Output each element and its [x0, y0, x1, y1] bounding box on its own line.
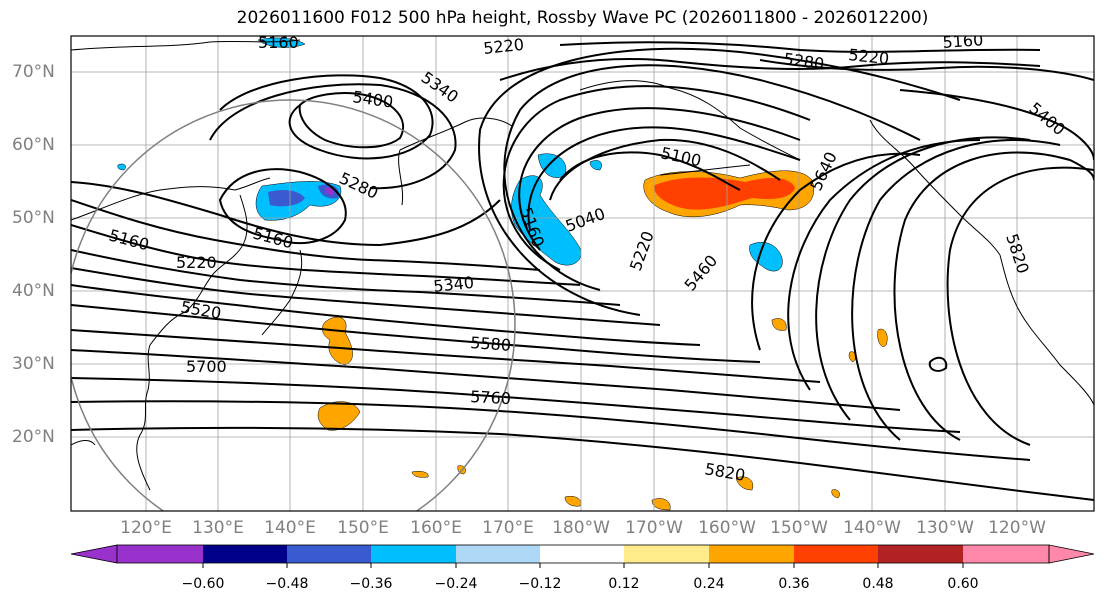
- colorbar-segment: [794, 545, 878, 563]
- latitude-label: 70°N: [12, 62, 55, 82]
- longitude-label: 150°W: [770, 518, 828, 538]
- longitude-label: 130°E: [192, 518, 244, 538]
- colorbar-segment: [203, 545, 287, 563]
- longitude-label: 120°E: [120, 518, 172, 538]
- longitude-label: 130°W: [916, 518, 974, 538]
- latitude-label: 50°N: [12, 208, 55, 228]
- height-contours: [71, 41, 1094, 501]
- contour-label: 5340: [432, 273, 474, 296]
- longitude-label: 170°E: [482, 518, 534, 538]
- colorbar-segment: [540, 545, 624, 563]
- colorbar-tick-label: 0.24: [693, 576, 725, 592]
- colorbar-segment: [624, 545, 709, 563]
- latitude-label: 20°N: [12, 427, 55, 447]
- colorbar-tick-label: 0.48: [862, 576, 894, 592]
- contour-label: 5220: [482, 35, 524, 58]
- latitude-label: 30°N: [12, 354, 55, 374]
- contour-label: 5220: [176, 253, 217, 272]
- colorbar-tick-label: 0.36: [778, 576, 810, 592]
- colorbar-segment: [456, 545, 540, 563]
- contour-label: 5220: [848, 45, 890, 68]
- latitude-label: 60°N: [12, 135, 55, 155]
- longitude-label: 140°E: [264, 518, 316, 538]
- map-title: 2026011600 F012 500 hPa height, Rossby W…: [236, 8, 929, 28]
- colorbar-max-extension: [1048, 544, 1095, 564]
- colorbar-tick-label: 0.12: [608, 576, 640, 592]
- colorbar-tick-label: −0.12: [518, 576, 562, 592]
- longitude-label: 160°W: [698, 518, 756, 538]
- longitude-label: 150°E: [337, 518, 389, 538]
- longitude-label: 180°W: [552, 518, 610, 538]
- colorbar-segment: [709, 545, 794, 563]
- colorbar-tick-label: −0.36: [349, 576, 393, 592]
- focus-region-circle: [71, 99, 516, 511]
- map-plot-area: [71, 36, 1094, 511]
- colorbar-segment: [371, 545, 456, 563]
- colorbar-outline: [116, 544, 1050, 564]
- colorbar-tick-label: −0.60: [181, 576, 225, 592]
- colorbar-tick-label: −0.24: [434, 576, 478, 592]
- colorbar-segment: [963, 545, 1049, 563]
- longitude-label: 140°W: [843, 518, 901, 538]
- colorbar-tick-label: −0.48: [265, 576, 309, 592]
- longitude-label: 170°W: [625, 518, 683, 538]
- colorbar-tick-label: 0.60: [947, 576, 979, 592]
- colorbar-segment: [117, 545, 203, 563]
- longitude-label: 160°E: [410, 518, 462, 538]
- negative-anomaly-shading: [117, 37, 783, 272]
- contour-label: 5160: [258, 33, 299, 52]
- positive-anomaly-shading: [317, 170, 888, 511]
- colorbar-segment: [878, 545, 963, 563]
- latitude-label: 40°N: [12, 281, 55, 301]
- coastlines: [71, 39, 1094, 491]
- colorbar: [70, 544, 1095, 568]
- colorbar-segment: [287, 545, 371, 563]
- map-frame: [70, 35, 1095, 512]
- longitude-label: 120°W: [988, 518, 1046, 538]
- contour-label: 5580: [470, 333, 512, 355]
- colorbar-min-extension: [70, 544, 118, 564]
- colorbar-ticks: [202, 563, 964, 568]
- contour-label: 5700: [186, 357, 227, 376]
- contour-label: 5160: [942, 30, 984, 52]
- contour-label: 5760: [470, 387, 512, 408]
